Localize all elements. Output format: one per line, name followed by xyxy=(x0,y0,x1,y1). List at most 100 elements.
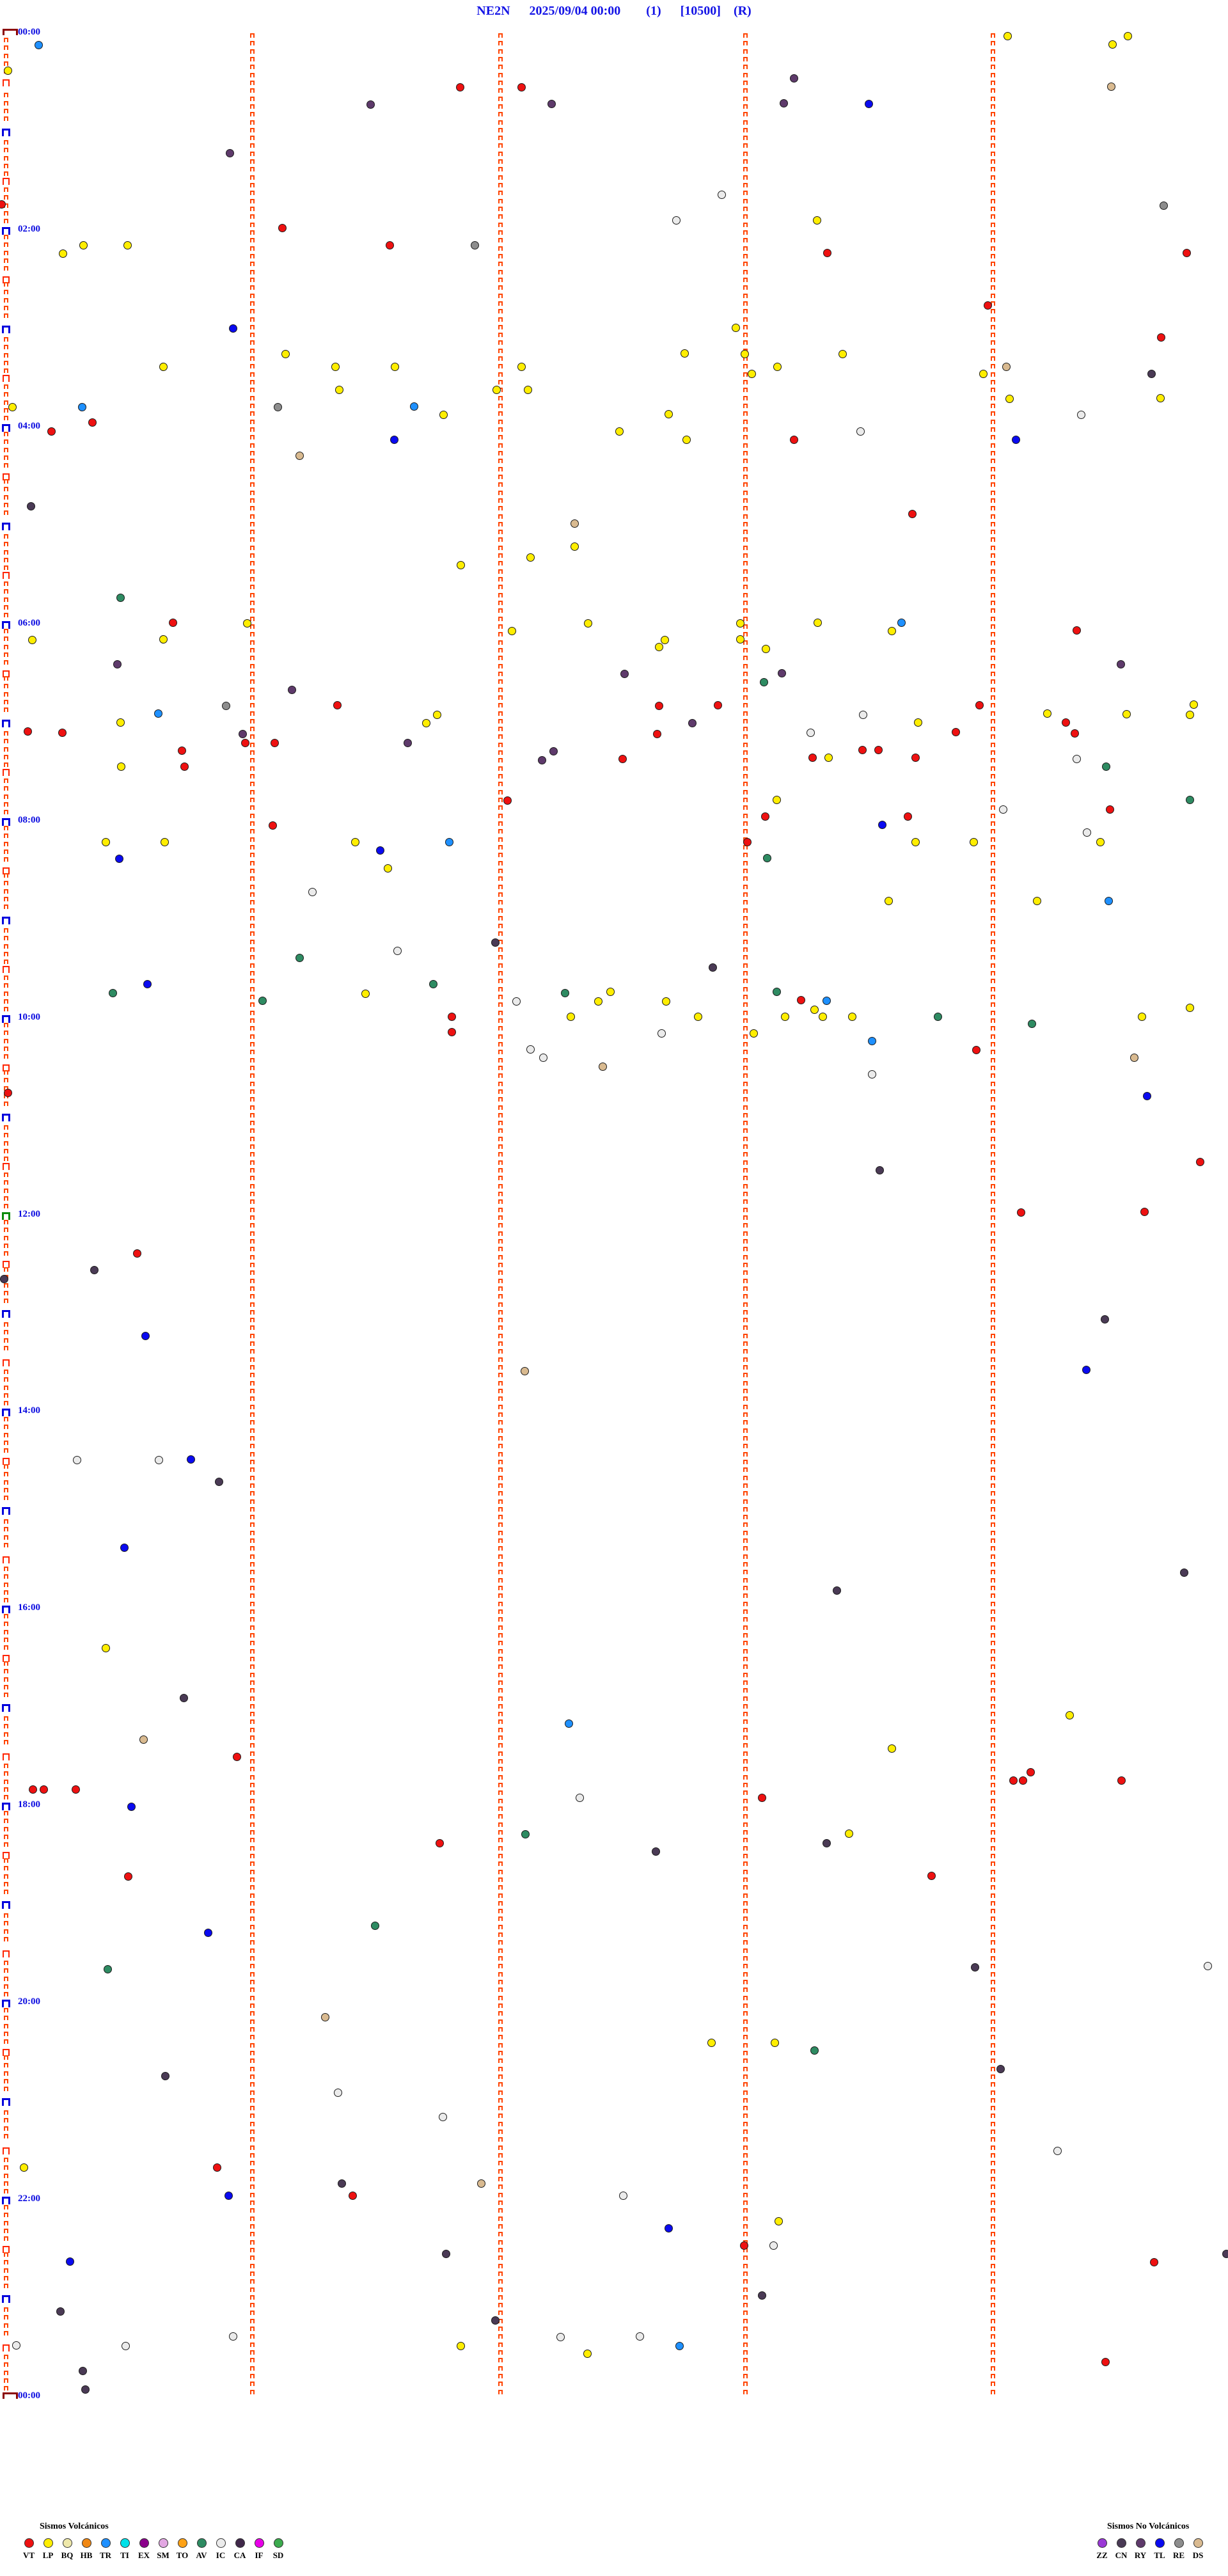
event-dot[interactable] xyxy=(1130,1053,1138,1062)
event-dot[interactable] xyxy=(177,746,186,755)
event-dot[interactable] xyxy=(441,2249,450,2258)
event-dot[interactable] xyxy=(456,560,465,569)
event-dot[interactable] xyxy=(808,753,817,762)
event-dot[interactable] xyxy=(757,1793,766,1802)
event-dot[interactable] xyxy=(780,1012,789,1021)
event-dot[interactable] xyxy=(0,200,6,209)
event-dot[interactable] xyxy=(1156,393,1165,402)
event-dot[interactable] xyxy=(770,2038,779,2047)
event-dot[interactable] xyxy=(560,988,569,997)
event-dot[interactable] xyxy=(708,963,717,972)
event-dot[interactable] xyxy=(1018,1776,1027,1785)
event-dot[interactable] xyxy=(224,2191,233,2200)
event-dot[interactable] xyxy=(295,451,304,460)
event-dot[interactable] xyxy=(779,99,788,107)
event-dot[interactable] xyxy=(331,362,340,371)
event-dot[interactable] xyxy=(429,979,437,988)
event-dot[interactable] xyxy=(774,2216,783,2225)
event-dot[interactable] xyxy=(813,618,822,627)
event-dot[interactable] xyxy=(858,710,867,719)
event-dot[interactable] xyxy=(878,820,886,829)
event-dot[interactable] xyxy=(159,635,168,644)
event-dot[interactable] xyxy=(996,2064,1005,2073)
event-dot[interactable] xyxy=(77,402,86,411)
event-dot[interactable] xyxy=(1043,709,1051,718)
event-dot[interactable] xyxy=(491,938,500,947)
event-dot[interactable] xyxy=(822,1838,831,1847)
event-dot[interactable] xyxy=(403,738,412,747)
event-dot[interactable] xyxy=(186,1455,195,1464)
event-dot[interactable] xyxy=(796,995,805,1004)
event-dot[interactable] xyxy=(838,349,847,358)
event-dot[interactable] xyxy=(743,837,752,846)
event-dot[interactable] xyxy=(72,1455,81,1464)
event-dot[interactable] xyxy=(680,349,689,358)
event-dot[interactable] xyxy=(566,1012,575,1021)
event-dot[interactable] xyxy=(180,762,189,771)
event-dot[interactable] xyxy=(308,887,317,896)
event-dot[interactable] xyxy=(864,99,873,108)
event-dot[interactable] xyxy=(913,718,922,727)
event-dot[interactable] xyxy=(547,99,556,108)
legend-item-CA[interactable]: CA xyxy=(230,2538,249,2561)
event-dot[interactable] xyxy=(867,1070,876,1079)
event-dot[interactable] xyxy=(517,362,526,371)
event-dot[interactable] xyxy=(238,729,247,738)
event-dot[interactable] xyxy=(1005,394,1014,403)
event-dot[interactable] xyxy=(361,989,370,998)
event-dot[interactable] xyxy=(1182,248,1191,257)
event-dot[interactable] xyxy=(594,997,602,1006)
event-dot[interactable] xyxy=(672,216,681,225)
event-dot[interactable] xyxy=(1104,896,1113,905)
legend-item-IC[interactable]: IC xyxy=(211,2538,230,2561)
event-dot[interactable] xyxy=(998,805,1007,814)
event-dot[interactable] xyxy=(818,1012,827,1021)
event-dot[interactable] xyxy=(333,700,342,709)
event-dot[interactable] xyxy=(1070,729,1079,738)
event-dot[interactable] xyxy=(975,700,984,709)
event-dot[interactable] xyxy=(664,409,673,418)
event-dot[interactable] xyxy=(635,2332,644,2341)
event-dot[interactable] xyxy=(281,349,290,358)
legend-item-RY[interactable]: RY xyxy=(1131,2538,1150,2561)
event-dot[interactable] xyxy=(214,1477,223,1486)
event-dot[interactable] xyxy=(409,402,418,411)
event-dot[interactable] xyxy=(1156,333,1165,342)
event-dot[interactable] xyxy=(1002,362,1011,371)
event-dot[interactable] xyxy=(447,1012,456,1021)
event-dot[interactable] xyxy=(1101,2357,1110,2366)
event-dot[interactable] xyxy=(1159,201,1168,210)
event-dot[interactable] xyxy=(707,2038,716,2047)
event-dot[interactable] xyxy=(212,2163,221,2172)
legend-item-VT[interactable]: VT xyxy=(19,2538,38,2561)
event-dot[interactable] xyxy=(1065,1711,1074,1719)
event-dot[interactable] xyxy=(583,2349,592,2358)
event-dot[interactable] xyxy=(79,241,88,249)
event-dot[interactable] xyxy=(615,427,624,436)
event-dot[interactable] xyxy=(101,1643,110,1652)
event-dot[interactable] xyxy=(160,837,169,846)
event-dot[interactable] xyxy=(1117,1776,1126,1785)
event-dot[interactable] xyxy=(747,369,756,378)
event-dot[interactable] xyxy=(268,821,277,830)
event-dot[interactable] xyxy=(26,502,35,510)
event-dot[interactable] xyxy=(1137,1012,1146,1021)
event-dot[interactable] xyxy=(897,618,906,627)
event-dot[interactable] xyxy=(143,979,152,988)
event-dot[interactable] xyxy=(772,795,781,804)
event-dot[interactable] xyxy=(432,710,441,719)
event-dot[interactable] xyxy=(874,745,883,754)
event-dot[interactable] xyxy=(337,2179,346,2188)
event-dot[interactable] xyxy=(858,745,867,754)
legend-item-HB[interactable]: HB xyxy=(77,2538,96,2561)
event-dot[interactable] xyxy=(740,349,749,358)
event-dot[interactable] xyxy=(455,83,464,91)
event-dot[interactable] xyxy=(108,988,117,997)
event-dot[interactable] xyxy=(3,66,12,75)
event-dot[interactable] xyxy=(832,1586,841,1595)
event-dot[interactable] xyxy=(39,1785,48,1794)
event-dot[interactable] xyxy=(295,953,304,962)
event-dot[interactable] xyxy=(81,2385,90,2394)
event-dot[interactable] xyxy=(270,738,279,747)
event-dot[interactable] xyxy=(1147,369,1156,378)
